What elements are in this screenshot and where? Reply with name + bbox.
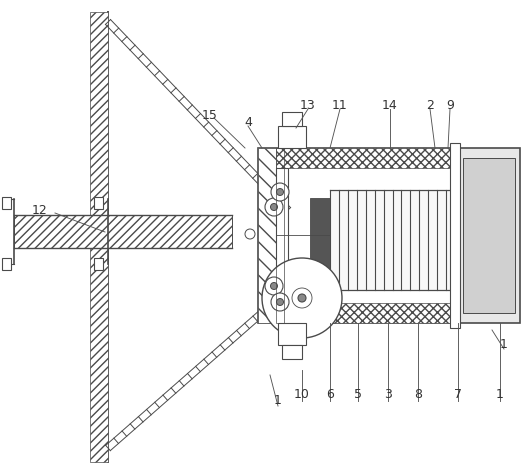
Circle shape bbox=[265, 277, 283, 295]
Text: 7: 7 bbox=[454, 389, 462, 401]
Bar bbox=[450, 143, 460, 328]
Circle shape bbox=[270, 203, 278, 210]
Circle shape bbox=[271, 293, 289, 311]
Bar bbox=[330, 190, 455, 290]
Text: 14: 14 bbox=[382, 99, 398, 111]
Circle shape bbox=[270, 283, 278, 290]
Bar bbox=[278, 323, 306, 345]
Text: 10: 10 bbox=[294, 389, 310, 401]
Bar bbox=[2, 258, 11, 270]
Bar bbox=[310, 198, 330, 282]
Bar bbox=[258, 148, 458, 323]
Text: 15: 15 bbox=[202, 109, 218, 121]
Text: 11: 11 bbox=[332, 99, 348, 111]
Bar bbox=[258, 148, 276, 323]
Bar bbox=[276, 168, 288, 303]
Circle shape bbox=[298, 294, 306, 302]
Circle shape bbox=[277, 189, 284, 195]
Bar bbox=[276, 148, 284, 323]
Bar bbox=[94, 258, 103, 270]
Text: 4: 4 bbox=[244, 116, 252, 128]
Text: 6: 6 bbox=[326, 389, 334, 401]
Bar bbox=[458, 148, 520, 323]
Bar bbox=[90, 12, 108, 462]
Text: 3: 3 bbox=[384, 389, 392, 401]
Bar bbox=[282, 112, 302, 126]
Bar bbox=[2, 197, 11, 209]
Bar bbox=[258, 148, 458, 168]
Text: 12: 12 bbox=[32, 203, 48, 217]
Text: 13: 13 bbox=[300, 99, 316, 111]
Circle shape bbox=[277, 299, 284, 306]
Bar bbox=[258, 303, 458, 323]
Text: 9: 9 bbox=[446, 99, 454, 111]
Bar bbox=[463, 158, 515, 313]
Bar bbox=[282, 345, 302, 359]
Circle shape bbox=[265, 198, 283, 216]
Bar bbox=[278, 126, 306, 148]
Circle shape bbox=[262, 258, 342, 338]
Text: 2: 2 bbox=[426, 99, 434, 111]
Text: 8: 8 bbox=[414, 389, 422, 401]
Text: 5: 5 bbox=[354, 389, 362, 401]
Bar bbox=[14, 215, 232, 248]
Text: 1: 1 bbox=[500, 338, 508, 352]
Bar bbox=[94, 197, 103, 209]
Text: 1: 1 bbox=[496, 389, 504, 401]
Circle shape bbox=[245, 229, 255, 239]
Text: 1: 1 bbox=[274, 393, 282, 407]
Circle shape bbox=[271, 183, 289, 201]
